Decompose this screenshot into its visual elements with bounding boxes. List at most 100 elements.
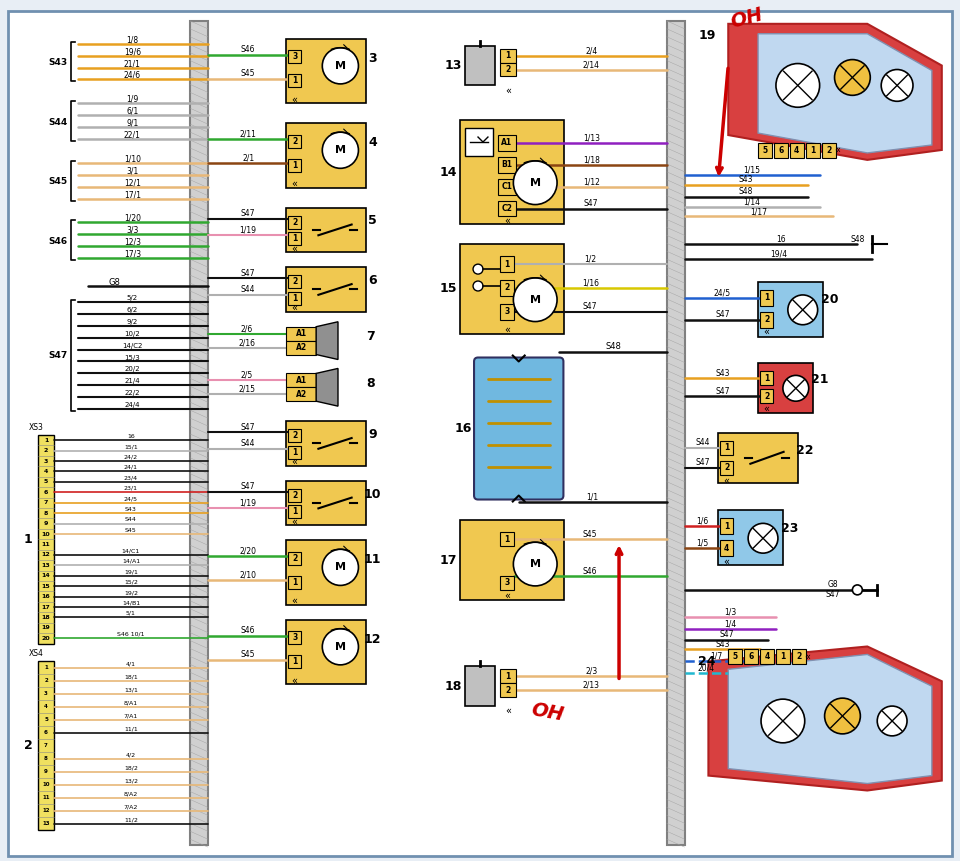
FancyBboxPatch shape <box>760 290 773 306</box>
Text: 17/1: 17/1 <box>124 190 141 199</box>
Text: 2/16: 2/16 <box>239 338 255 347</box>
Text: 2/20: 2/20 <box>240 547 256 556</box>
FancyBboxPatch shape <box>288 446 301 459</box>
Text: 1: 1 <box>292 578 298 586</box>
Polygon shape <box>758 34 932 153</box>
Text: 1/12: 1/12 <box>583 177 600 186</box>
FancyBboxPatch shape <box>286 123 366 188</box>
FancyBboxPatch shape <box>720 518 733 535</box>
Text: A1: A1 <box>296 376 307 385</box>
Text: 2: 2 <box>292 277 298 286</box>
Text: S45: S45 <box>125 528 137 533</box>
Text: 15/3: 15/3 <box>125 355 140 361</box>
FancyBboxPatch shape <box>286 326 316 341</box>
FancyBboxPatch shape <box>666 21 684 846</box>
Circle shape <box>877 706 907 736</box>
Circle shape <box>825 698 860 734</box>
Text: 4: 4 <box>369 136 377 149</box>
Text: S44: S44 <box>48 118 67 127</box>
Text: S47: S47 <box>241 209 255 218</box>
Text: 19: 19 <box>41 625 50 630</box>
FancyBboxPatch shape <box>288 489 301 502</box>
Text: 7/A2: 7/A2 <box>124 804 138 809</box>
Text: 14/C1: 14/C1 <box>122 548 140 554</box>
Text: C2: C2 <box>501 204 513 213</box>
Text: 1/8: 1/8 <box>127 35 138 44</box>
Circle shape <box>473 264 483 274</box>
Text: 2/14: 2/14 <box>583 60 600 69</box>
Text: 6: 6 <box>44 490 48 495</box>
Text: 2: 2 <box>292 554 298 563</box>
Text: 2: 2 <box>504 283 510 293</box>
FancyBboxPatch shape <box>760 649 774 665</box>
Text: 10/2: 10/2 <box>125 331 140 337</box>
Text: 24/6: 24/6 <box>124 71 141 80</box>
Text: 2: 2 <box>44 448 48 453</box>
Text: 1: 1 <box>505 51 511 60</box>
Text: 6: 6 <box>749 653 754 661</box>
FancyBboxPatch shape <box>758 363 813 413</box>
Text: 7: 7 <box>44 743 48 748</box>
Circle shape <box>748 523 778 553</box>
FancyBboxPatch shape <box>288 158 301 171</box>
Text: ОН: ОН <box>729 5 765 32</box>
Text: 2/13: 2/13 <box>583 681 600 690</box>
Text: XS4: XS4 <box>29 649 43 658</box>
FancyBboxPatch shape <box>718 511 783 565</box>
Text: «: « <box>504 591 510 601</box>
Text: 13/2: 13/2 <box>124 778 138 784</box>
FancyBboxPatch shape <box>822 143 835 158</box>
FancyBboxPatch shape <box>286 208 366 252</box>
Text: «: « <box>291 675 298 685</box>
Text: 15: 15 <box>440 282 457 295</box>
FancyBboxPatch shape <box>286 620 366 684</box>
Text: 24/2: 24/2 <box>124 455 138 460</box>
Text: 10: 10 <box>42 783 50 787</box>
Text: «: « <box>505 85 511 96</box>
Text: 3: 3 <box>292 633 298 642</box>
Text: 19: 19 <box>699 29 716 42</box>
Text: 2/1: 2/1 <box>242 154 254 163</box>
Text: 21/1: 21/1 <box>124 59 141 68</box>
Text: S47: S47 <box>241 423 255 431</box>
Text: S43: S43 <box>715 369 730 378</box>
FancyBboxPatch shape <box>190 21 208 846</box>
Text: 23: 23 <box>781 522 799 535</box>
FancyBboxPatch shape <box>288 655 301 668</box>
Circle shape <box>514 278 557 321</box>
FancyBboxPatch shape <box>500 304 514 319</box>
Text: 11: 11 <box>364 553 381 566</box>
Text: 1/18: 1/18 <box>583 155 600 164</box>
Text: 1: 1 <box>292 657 298 666</box>
Text: 3: 3 <box>44 459 48 463</box>
Text: 3: 3 <box>44 691 48 697</box>
Text: 11: 11 <box>41 542 50 547</box>
Text: 20: 20 <box>41 635 50 641</box>
Polygon shape <box>316 322 338 360</box>
Text: S46 10/1: S46 10/1 <box>117 632 145 637</box>
Text: 21: 21 <box>811 373 828 386</box>
FancyBboxPatch shape <box>500 63 516 77</box>
Text: «: « <box>804 652 810 661</box>
Text: 8/A1: 8/A1 <box>124 700 138 705</box>
Text: 11/2: 11/2 <box>124 817 138 822</box>
FancyBboxPatch shape <box>286 480 366 525</box>
FancyBboxPatch shape <box>758 282 823 337</box>
Text: 1/14: 1/14 <box>744 197 760 206</box>
Text: G8: G8 <box>828 580 838 590</box>
FancyBboxPatch shape <box>720 441 733 455</box>
Text: 2: 2 <box>44 678 48 684</box>
Circle shape <box>788 295 818 325</box>
Text: «: « <box>723 557 730 567</box>
Text: S47: S47 <box>583 302 597 312</box>
Text: «: « <box>834 145 841 155</box>
Text: M: M <box>530 294 540 305</box>
Text: 23/4: 23/4 <box>124 475 138 480</box>
Text: «: « <box>504 325 510 335</box>
Text: 5: 5 <box>44 717 48 722</box>
FancyBboxPatch shape <box>758 143 772 158</box>
Text: S47: S47 <box>241 269 255 278</box>
FancyBboxPatch shape <box>288 429 301 442</box>
Text: «: « <box>763 404 769 414</box>
Circle shape <box>783 375 808 401</box>
